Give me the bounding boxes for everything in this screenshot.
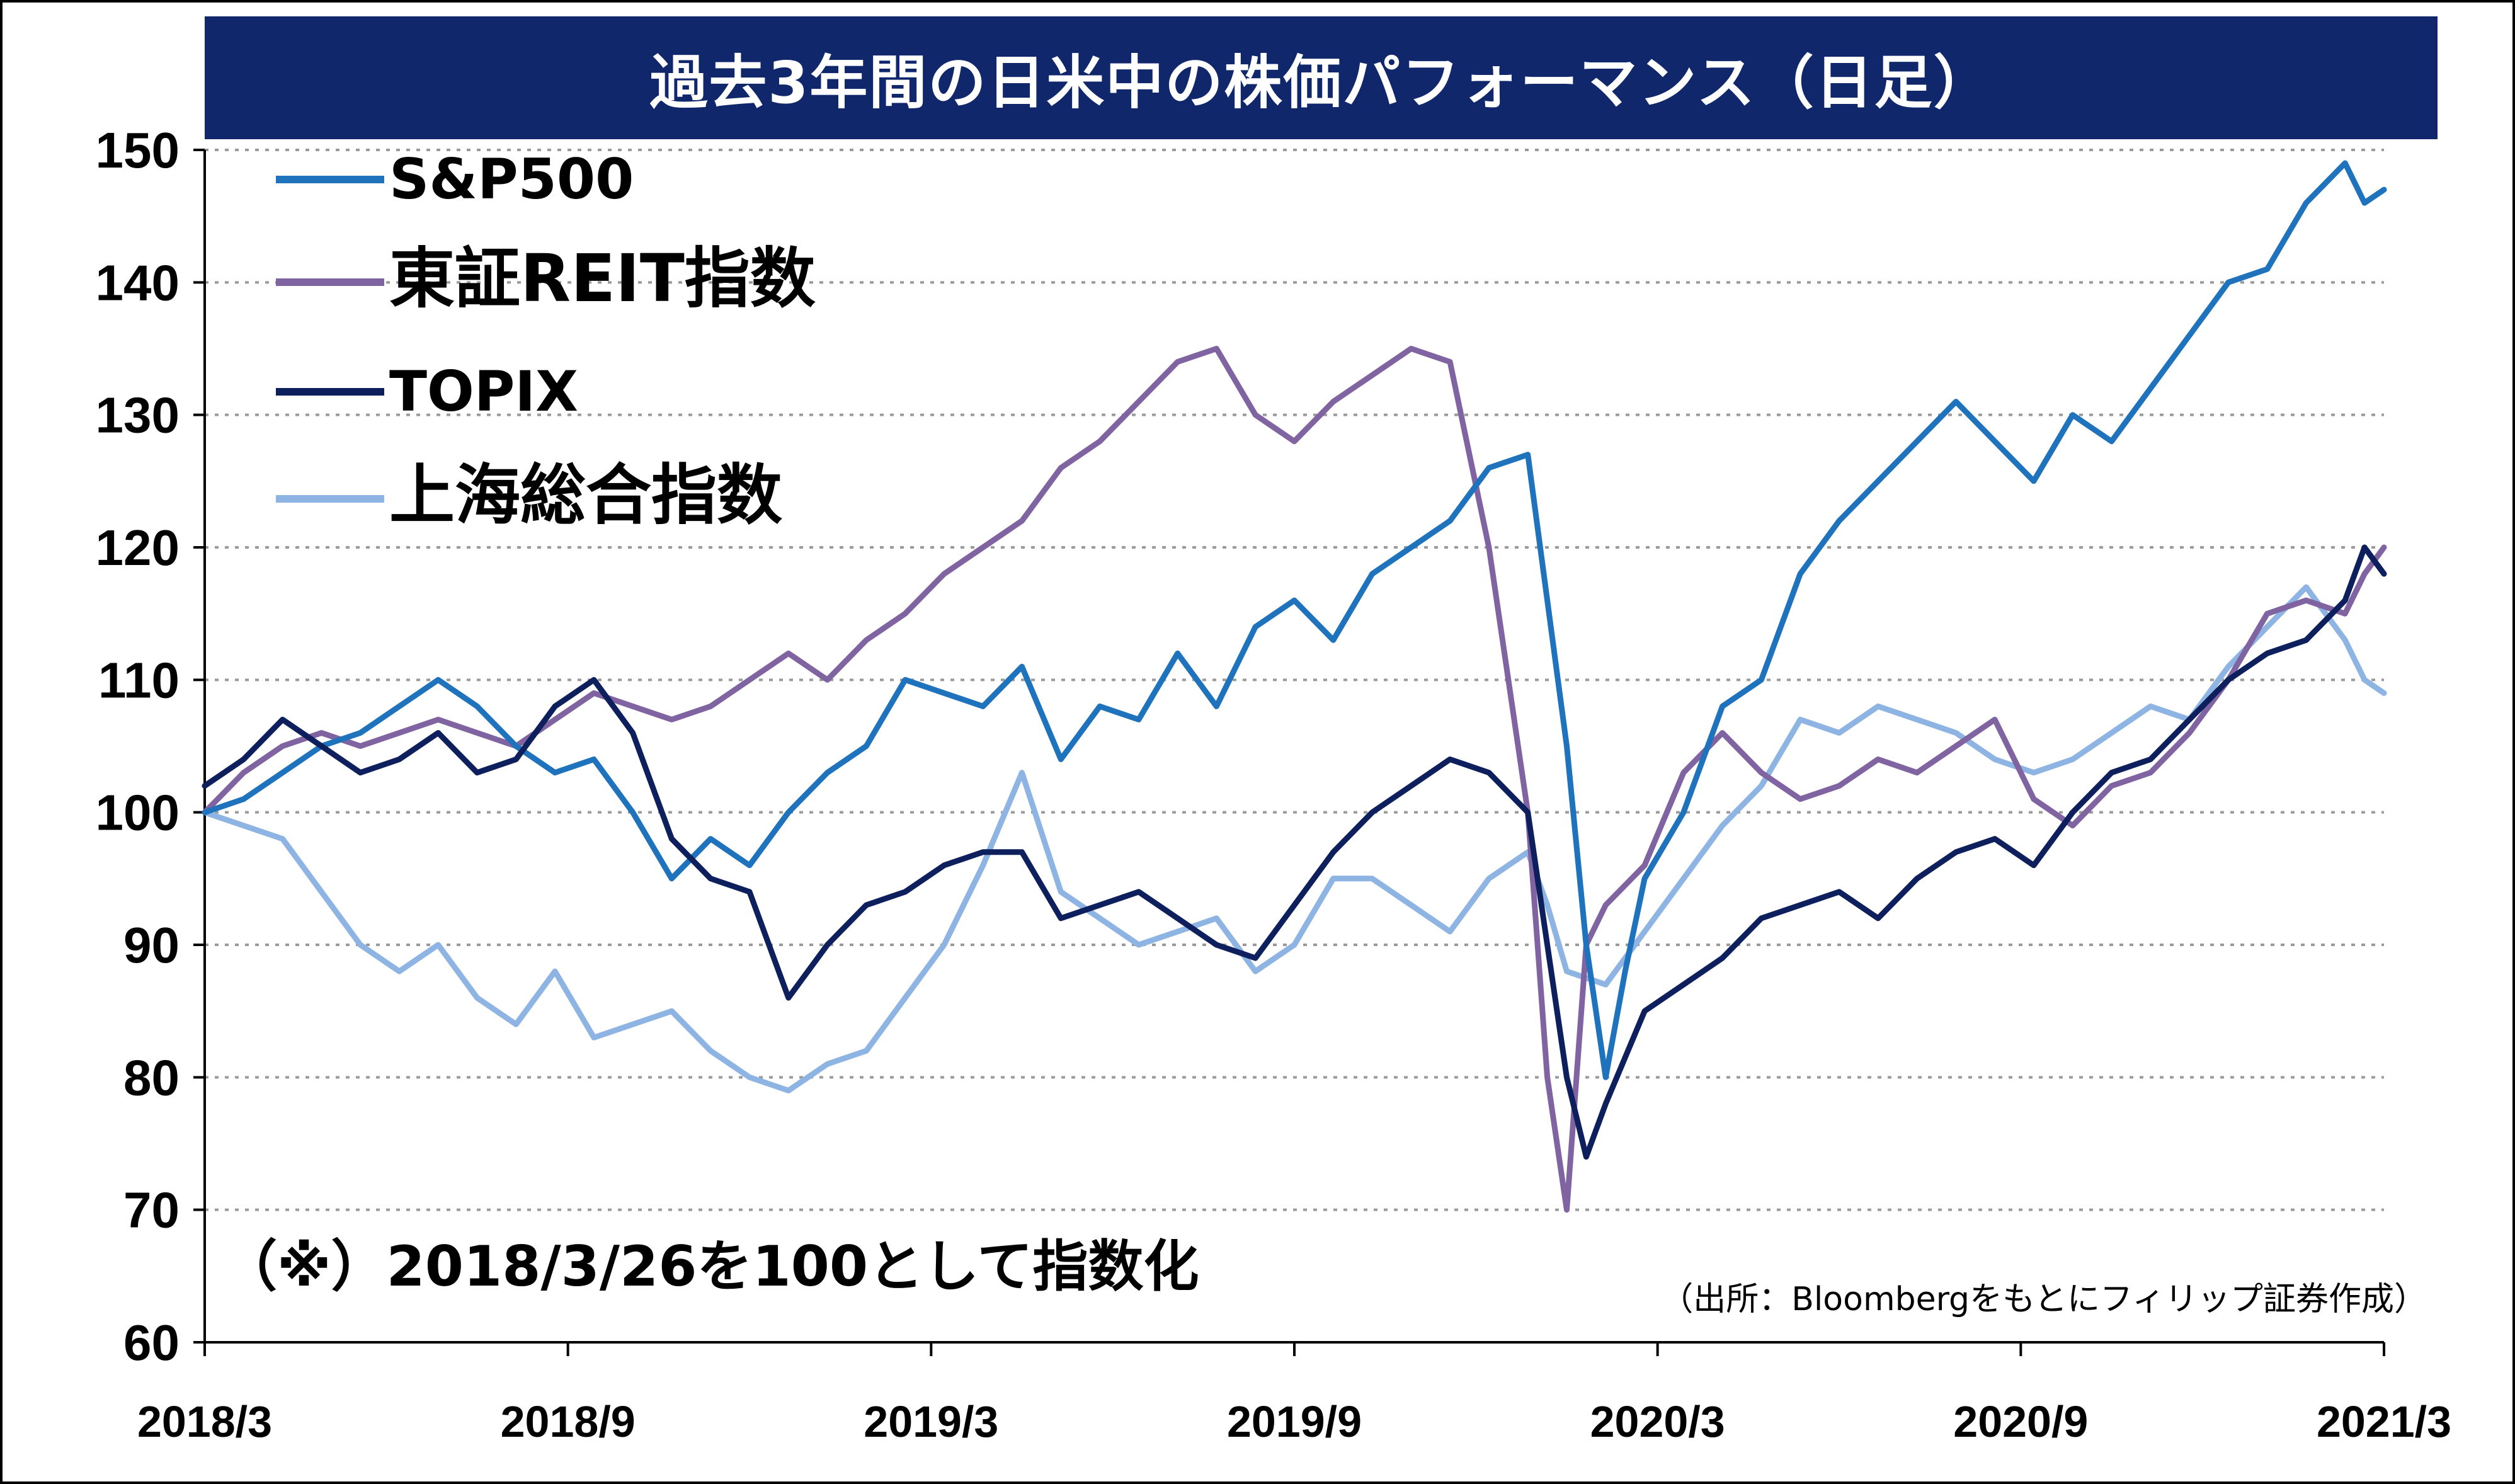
y-tick-label: 150: [96, 122, 180, 178]
y-tick-label: 110: [98, 652, 180, 708]
x-tick-label: 2019/9: [1227, 1397, 1362, 1446]
x-tick-label: 2021/3: [2317, 1397, 2451, 1446]
chart-title: 過去3年間の日米中の株価パフォーマンス（日足）: [649, 49, 1993, 117]
series-line: [202, 346, 2387, 1213]
y-tick-label: 90: [123, 917, 180, 973]
x-tick-label: 2020/3: [1590, 1397, 1725, 1446]
y-tick-label: 60: [123, 1315, 180, 1371]
source-note: （出所：Bloombergをもとにフィリップ証券作成）: [1660, 1281, 2427, 1318]
y-tick-label: 140: [96, 254, 180, 311]
series-line: [202, 584, 2387, 1093]
x-tick-label: 2020/9: [1953, 1397, 2088, 1446]
y-tick-label: 120: [96, 520, 180, 576]
legend: S&P500 東証REIT指数 TOPIX 上海総合指数: [276, 147, 816, 534]
series-line: [202, 544, 2387, 1160]
y-tick-label: 70: [123, 1182, 180, 1238]
x-tick-label: 2018/9: [501, 1397, 636, 1446]
x-tick-label: 2019/3: [864, 1397, 998, 1446]
y-tick-label: 100: [96, 785, 180, 841]
y-tick-label: 80: [123, 1049, 180, 1105]
legend-label: 上海総合指数: [389, 457, 782, 534]
legend-label: TOPIX: [389, 359, 578, 424]
index-note: （※）2018/3/26を100として指数化: [222, 1234, 1199, 1299]
x-tick-label: 2018/3: [137, 1397, 272, 1446]
y-tick-label: 130: [96, 387, 180, 443]
axes: 150 140 130 120 110 100 90 80 70 60 2018/3 2018/9 20…: [96, 122, 2452, 1446]
series-line: [202, 160, 2387, 1080]
series-lines: [202, 160, 2387, 1213]
title-banner: 過去3年間の日米中の株価パフォーマンス（日足）: [205, 16, 2438, 139]
legend-label: S&P500: [389, 147, 634, 212]
legend-label: 東証REIT指数: [389, 240, 816, 317]
